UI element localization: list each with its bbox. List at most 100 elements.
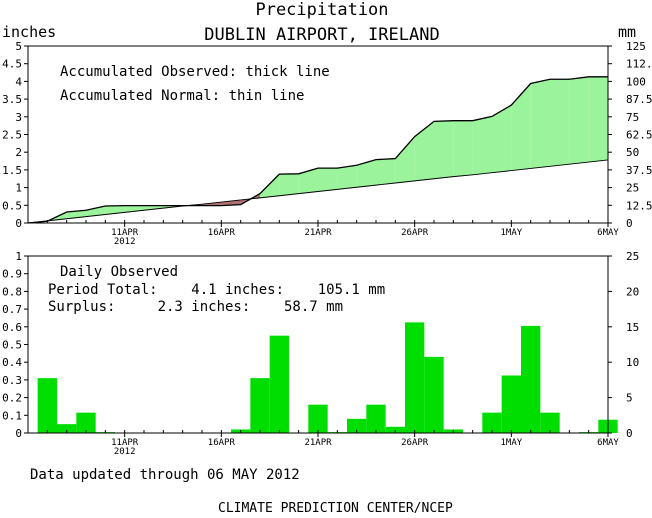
x-tick-label: 6MAY — [597, 438, 619, 448]
y-tick-label-inches: 3.5 — [2, 93, 22, 106]
y-tick-label-mm: 25 — [626, 182, 639, 195]
daily-precip-bar — [250, 378, 270, 433]
y-tick-label-mm: 12.5 — [626, 199, 652, 212]
surplus-fill-segment — [86, 206, 106, 217]
y-tick-label-inches: 0.4 — [2, 356, 22, 369]
y-tick-label-mm: 87.5 — [626, 93, 652, 106]
surplus-fill-segment — [511, 83, 531, 171]
surplus-fill-segment — [376, 158, 396, 186]
surplus-fill-segment — [395, 136, 415, 183]
y-tick-label-mm: 20 — [626, 285, 639, 298]
accumulated-precip-chart: 00.511.522.533.544.55012.52537.55062.575… — [2, 23, 652, 247]
surplus-fill-segment — [105, 205, 125, 215]
y-axis-label-inches: inches — [2, 23, 56, 41]
chart-subtitle: DUBLIN AIRPORT, IRELAND — [204, 25, 439, 45]
x-tick-label: 26APR — [401, 438, 429, 448]
surplus-fill-segment — [337, 165, 357, 190]
surplus-fill-segment — [318, 168, 338, 192]
daily-precip-bar — [405, 322, 425, 433]
y-tick-label-inches: 0.2 — [2, 392, 22, 405]
surplus-fill-segment — [356, 159, 376, 188]
y-axis-label-mm: mm — [618, 23, 636, 41]
surplus-fill-segment — [298, 168, 318, 194]
x-tick-label: 16APR — [208, 438, 236, 448]
x-tick-label: 11APR — [111, 438, 139, 448]
y-tick-label-mm: 100 — [626, 75, 646, 88]
y-tick-label-inches: 0.1 — [2, 409, 22, 422]
daily-precip-bar — [482, 412, 502, 433]
y-tick-label-mm: 50 — [626, 146, 639, 159]
y-tick-label-inches: 4.5 — [2, 58, 22, 71]
y-tick-label-inches: 2.5 — [2, 129, 22, 142]
y-tick-label-mm: 5 — [626, 392, 633, 405]
y-tick-label-inches: 2 — [15, 146, 22, 159]
daily-observed-label: Daily Observed — [60, 264, 178, 280]
y-tick-label-inches: 3 — [15, 111, 22, 124]
y-tick-label-mm: 10 — [626, 356, 639, 369]
y-tick-label-inches: 1.5 — [2, 164, 22, 177]
chart-title: Precipitation — [255, 0, 388, 20]
y-tick-label-mm: 0 — [626, 427, 633, 440]
y-tick-label-inches: 4 — [15, 75, 22, 88]
daily-precip-bar — [385, 426, 405, 433]
x-tick-label: 21APR — [304, 438, 332, 448]
period-total-text: Period Total: 4.1 inches: 105.1 mm — [48, 282, 385, 298]
y-tick-label-inches: 5 — [15, 40, 22, 53]
daily-precip-bar — [37, 378, 57, 433]
surplus-fill-segment — [530, 79, 550, 169]
x-tick-label: 11APR — [111, 228, 139, 238]
daily-precip-chart: 00.10.20.30.40.50.60.70.80.9105101520251… — [2, 250, 639, 457]
y-tick-label-inches: 0.5 — [2, 339, 22, 352]
daily-precip-bar — [347, 418, 367, 433]
y-tick-label-mm: 112.5 — [626, 58, 652, 71]
surplus-fill-segment — [260, 174, 280, 198]
daily-precip-bar — [424, 356, 444, 433]
x-tick-label: 26APR — [401, 228, 429, 238]
surplus-fill-segment — [550, 79, 570, 167]
surplus-fill-segment — [569, 76, 589, 165]
x-tick-year-label: 2012 — [114, 447, 136, 457]
y-tick-label-mm: 0 — [626, 217, 633, 230]
y-tick-label-mm: 37.5 — [626, 164, 652, 177]
x-tick-label: 1MAY — [500, 438, 522, 448]
legend-normal-note: Accumulated Normal: thin line — [60, 88, 304, 104]
daily-precip-bar — [308, 404, 328, 433]
surplus-fill-segment — [472, 116, 492, 175]
legend-observed-note: Accumulated Observed: thick line — [60, 64, 330, 80]
y-tick-label-mm: 15 — [626, 321, 639, 334]
y-tick-label-inches: 0.6 — [2, 321, 22, 334]
y-tick-label-inches: 0.9 — [2, 268, 22, 281]
surplus-text: Surplus: 2.3 inches: 58.7 mm — [48, 299, 343, 315]
surplus-fill-segment — [434, 120, 454, 179]
credit-text: CLIMATE PREDICTION CENTER/NCEP — [218, 501, 453, 516]
y-tick-label-inches: 1 — [15, 182, 22, 195]
y-tick-label-inches: 0.3 — [2, 374, 22, 387]
x-tick-label: 16APR — [208, 228, 236, 238]
daily-precip-bar — [540, 412, 560, 433]
y-tick-label-mm: 125 — [626, 40, 646, 53]
surplus-fill-segment — [453, 120, 473, 177]
surplus-fill-segment — [414, 121, 434, 181]
y-tick-label-inches: 0.8 — [2, 285, 22, 298]
x-tick-label: 6MAY — [597, 228, 619, 238]
daily-precip-bar — [76, 412, 96, 433]
y-tick-label-inches: 0.5 — [2, 199, 22, 212]
daily-plot-frame — [27, 255, 609, 434]
data-updated-text: Data updated through 06 MAY 2012 — [30, 467, 300, 483]
accumulated-normal-line — [27, 159, 609, 224]
daily-precip-bar — [366, 404, 386, 433]
x-tick-year-label: 2012 — [114, 237, 136, 247]
daily-precip-bar — [501, 375, 521, 433]
surplus-fill-segment — [279, 173, 299, 196]
x-tick-label: 1MAY — [500, 228, 522, 238]
y-tick-label-mm: 75 — [626, 111, 639, 124]
y-tick-label-mm: 25 — [626, 250, 639, 263]
y-tick-label-mm: 62.5 — [626, 129, 652, 142]
y-tick-label-inches: 0.7 — [2, 303, 22, 316]
surplus-fill-segment — [66, 210, 86, 219]
x-tick-label: 21APR — [304, 228, 332, 238]
surplus-fill-segment — [492, 105, 512, 173]
surplus-fill-segment — [588, 76, 608, 163]
surplus-fill-segment — [144, 205, 164, 211]
